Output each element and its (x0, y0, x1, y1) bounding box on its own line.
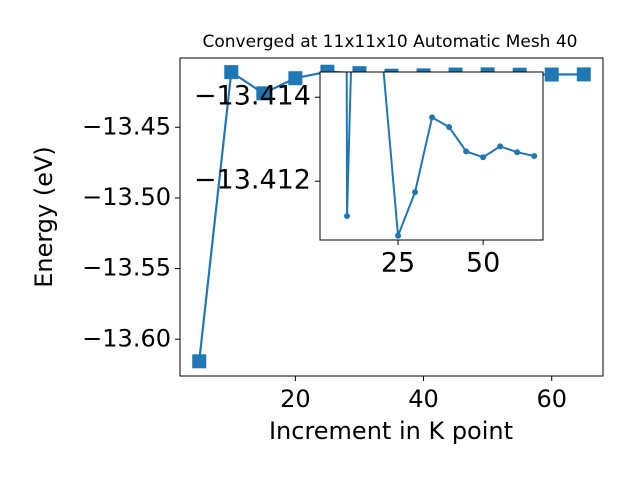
data-marker (463, 148, 470, 155)
data-marker (531, 153, 538, 159)
data-marker (446, 124, 453, 131)
x-tick-label: 25 (381, 248, 415, 279)
y-tick-label: −13.60 (82, 324, 171, 352)
x-tick-label: 20 (280, 385, 311, 413)
x-tick-label: 40 (408, 385, 439, 413)
data-marker (514, 149, 521, 156)
data-marker (344, 213, 351, 220)
chart-title: Converged at 11x11x10 Automatic Mesh 40 (203, 32, 578, 52)
data-marker (224, 65, 239, 80)
data-marker (192, 354, 207, 369)
data-marker (576, 67, 591, 82)
data-marker (544, 67, 559, 82)
x-tick-label: 50 (466, 248, 500, 279)
axes-frame (179, 57, 604, 377)
y-tick-label: −13.50 (82, 183, 171, 211)
y-tick-label: −13.45 (82, 112, 171, 140)
data-marker (497, 143, 504, 150)
data-marker (429, 114, 436, 121)
y-tick-label: −13.55 (82, 254, 171, 282)
y-tick-label: −13.414 (194, 81, 311, 112)
y-tick-label: −13.412 (194, 165, 311, 196)
plot-area (320, 72, 543, 240)
data-marker (256, 86, 271, 101)
plot-content (344, 72, 538, 239)
data-marker (288, 71, 303, 86)
data-marker (395, 232, 402, 239)
x-tick-label: 60 (536, 385, 567, 413)
axes-frame (319, 71, 544, 241)
y-axis-label: Energy (eV) (30, 146, 58, 288)
data-marker (412, 189, 419, 196)
x-axis-label: Increment in K point (269, 417, 513, 445)
data-marker (480, 154, 487, 161)
